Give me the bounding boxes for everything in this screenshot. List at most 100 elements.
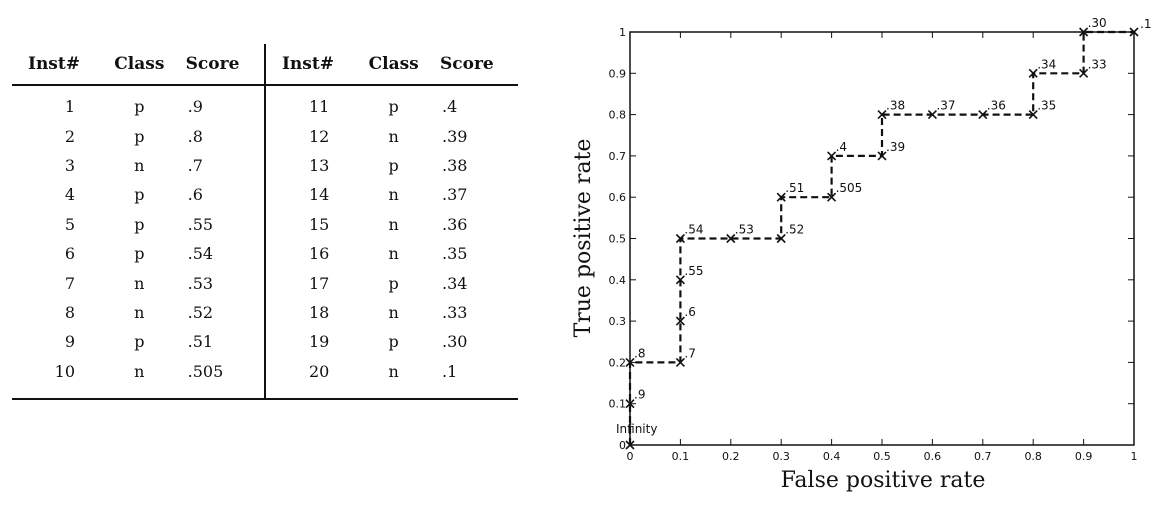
score-cell: .52: [173, 297, 266, 328]
roc-point-label: .9: [634, 388, 645, 402]
inst-cell: 11: [309, 97, 330, 117]
inst-cell: 1: [64, 97, 76, 117]
roc-point-label: .54: [684, 223, 703, 237]
roc-point-marker: [1079, 27, 1089, 37]
roc-point-marker: [625, 357, 635, 367]
header-inst-right: Inst#: [264, 44, 360, 86]
plot-frame: [629, 31, 1135, 446]
roc-chart-svg: 0 0.1 0.2 0.3 0.4 0.5 0.6 0.7 0.8 0.9 1 0 0.1 0.2 0.3 0…: [571, 16, 1151, 493]
inst-cell: 20: [309, 361, 330, 381]
table-row: 8 n .52 18 n .33: [12, 297, 518, 328]
roc-point-label: .33: [1088, 57, 1107, 71]
x-tick-label: 0.9: [1075, 450, 1093, 463]
roc-point-label: .53: [735, 223, 754, 237]
header-class-left: Class: [105, 44, 174, 86]
x-tick-label: 0.2: [722, 450, 740, 463]
roc-point-label: .37: [936, 99, 955, 113]
roc-point-label: .505: [836, 181, 863, 195]
table-row: 5 p .55 15 n .36: [12, 209, 518, 239]
inst-cell: 17: [309, 273, 330, 293]
score-cell: .33: [441, 302, 468, 322]
y-tick-label: 0.8: [609, 109, 627, 122]
header-score-left: Score: [173, 44, 266, 86]
class-cell: p: [134, 332, 145, 352]
roc-point-marker: [1028, 68, 1038, 78]
score-cell: .34: [441, 273, 468, 293]
y-tick-label: 0.2: [609, 356, 627, 369]
score-cell: .7: [173, 150, 266, 181]
y-tick-label: 1: [619, 26, 626, 39]
roc-point-marker: [827, 151, 837, 161]
x-tick-label: 0.3: [772, 450, 790, 463]
table-row: 3 n .7 13 p .38: [12, 150, 518, 181]
score-cell: .38: [441, 155, 468, 175]
table-body: 1 p .9 11 p .4 2 p .8 12 n .39 3 n .7 13 p .38 4 p .6 14 n .37 5…: [12, 85, 518, 399]
y-tick-label: 0.3: [609, 315, 627, 328]
instance-score-table: Inst# Class Score Inst# Class Score 1 p .9…: [12, 44, 518, 400]
roc-point-label: .8: [634, 346, 645, 360]
class-cell: p: [134, 244, 145, 264]
roc-point-label: .55: [684, 264, 703, 278]
roc-point-marker: [726, 233, 736, 244]
roc-point-label: .39: [886, 140, 905, 154]
inst-cell: 3: [64, 155, 76, 175]
y-tick-label: 0: [619, 439, 626, 452]
inst-cell: 14: [309, 185, 330, 205]
roc-chart: 0 0.1 0.2 0.3 0.4 0.5 0.6 0.7 0.8 0.9 1 0 0.1 0.2 0.3 0…: [560, 0, 1160, 505]
x-tick-label: 0.7: [974, 450, 992, 463]
class-cell: p: [134, 126, 145, 146]
score-cell: .55: [173, 209, 266, 239]
y-tick-label: 0.5: [609, 233, 627, 246]
roc-point-label: .38: [886, 99, 905, 113]
x-tick-label: 0.6: [924, 450, 942, 463]
roc-point-marker: [675, 275, 685, 285]
header-inst-left: Inst#: [12, 44, 106, 86]
inst-cell: 6: [64, 244, 76, 264]
class-cell: p: [388, 155, 399, 175]
y-tick-label: 0.6: [609, 191, 627, 204]
score-cell: .6: [173, 180, 266, 210]
table-row: 6 p .54 16 n .35: [12, 238, 518, 269]
roc-point-label: .1: [1140, 17, 1151, 31]
score-cell: .30: [441, 332, 468, 352]
class-cell: p: [134, 185, 145, 205]
class-cell: p: [134, 97, 145, 117]
roc-point-marker: [1129, 27, 1139, 37]
roc-point-label: .51: [785, 181, 804, 195]
score-cell: .505: [173, 356, 266, 399]
roc-point-label: .30: [1088, 16, 1107, 30]
inst-cell: 9: [64, 332, 76, 352]
class-cell: n: [388, 361, 399, 381]
inst-cell: 12: [309, 126, 330, 146]
x-tick-label: 0.5: [873, 450, 891, 463]
class-cell: p: [388, 332, 399, 352]
score-cell: .53: [173, 268, 266, 298]
roc-point-label: .6: [684, 305, 695, 319]
score-cell: .36: [441, 214, 468, 234]
roc-point-marker: [625, 440, 635, 450]
score-cell: .8: [173, 121, 266, 151]
roc-point-marker: [675, 233, 685, 244]
x-tick-label: 0.4: [823, 450, 841, 463]
roc-point-label: .34: [1037, 57, 1056, 71]
table-row: 7 n .53 17 p .34: [12, 268, 518, 298]
header-class-right: Class: [359, 44, 428, 86]
header-score-right: Score: [427, 44, 518, 86]
class-cell: n: [388, 126, 399, 146]
class-cell: n: [388, 185, 399, 205]
class-cell: n: [134, 273, 145, 293]
table-row: 1 p .9 11 p .4: [12, 85, 518, 122]
y-tick-label: 0.1: [609, 398, 627, 411]
score-cell: .35: [441, 244, 468, 264]
class-cell: p: [388, 273, 399, 293]
roc-point-marker: [827, 192, 837, 202]
inst-cell: 7: [64, 273, 76, 293]
inst-cell: 18: [309, 302, 330, 322]
roc-point-marker: [877, 151, 887, 161]
roc-curve-line: [628, 30, 1134, 445]
table-header-row: Inst# Class Score Inst# Class Score: [12, 44, 518, 86]
score-cell: .9: [173, 85, 266, 122]
score-cell: .1: [441, 361, 458, 381]
inst-cell: 13: [309, 155, 330, 175]
class-cell: p: [388, 97, 399, 117]
